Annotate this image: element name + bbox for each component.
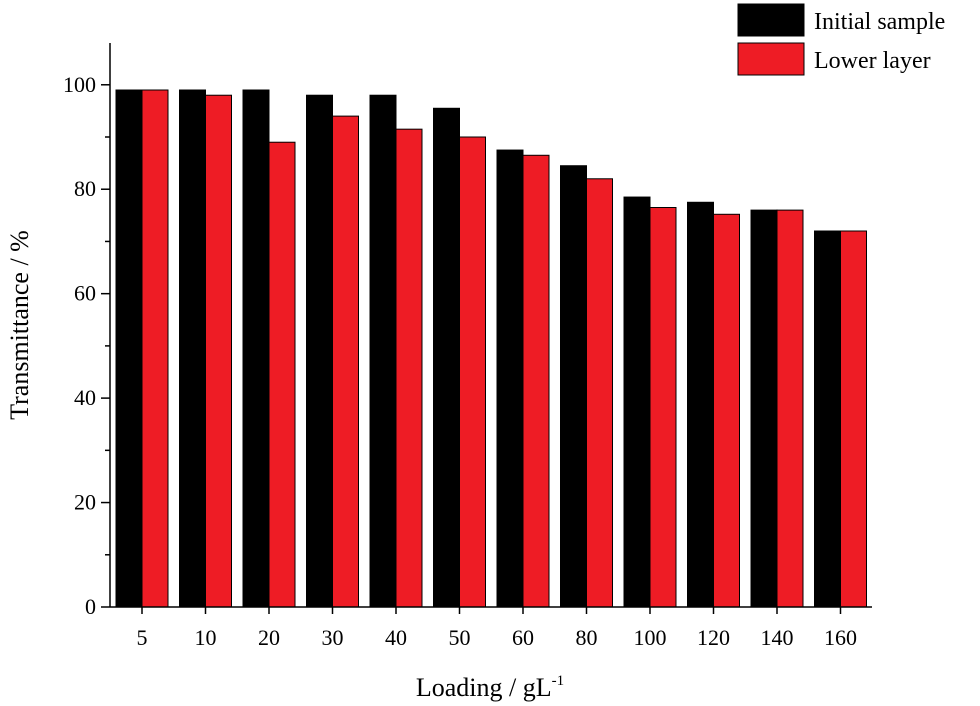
y-tick-label-40: 40 xyxy=(74,385,96,410)
y-axis-title: Transmittance / % xyxy=(5,230,34,420)
bar-lower-layer-10 xyxy=(205,94,232,608)
bar-initial-sample-160 xyxy=(814,230,841,608)
bar-initial-sample-20 xyxy=(242,89,270,608)
bar-initial-sample-120 xyxy=(687,201,714,608)
bar-lower-layer-50 xyxy=(459,136,486,608)
x-tick-label-160: 160 xyxy=(824,625,857,650)
bar-initial-sample-40 xyxy=(369,94,397,608)
bar-lower-layer-140 xyxy=(776,209,804,608)
legend-label-initial-sample: Initial sample xyxy=(814,9,945,35)
legend-label-lower-layer: Lower layer xyxy=(814,48,931,74)
x-tick-label-10: 10 xyxy=(195,625,217,650)
bar-initial-sample-10 xyxy=(179,89,206,608)
bar-lower-layer-30 xyxy=(332,115,359,608)
x-tick-label-100: 100 xyxy=(634,625,667,650)
bar-lower-layer-5 xyxy=(141,89,169,608)
bar-initial-sample-60 xyxy=(496,149,524,608)
x-tick-label-60: 60 xyxy=(512,625,534,650)
x-tick-label-80: 80 xyxy=(576,625,598,650)
y-tick-label-60: 60 xyxy=(74,281,96,306)
x-tick-label-140: 140 xyxy=(761,625,794,650)
bar-lower-layer-160 xyxy=(840,230,867,608)
y-ticks-group: 0 20 40 60 80 100 xyxy=(63,72,110,619)
y-tick-label-100: 100 xyxy=(63,72,96,97)
x-tick-label-50: 50 xyxy=(449,625,471,650)
x-axis-title: Loading / gL-1 xyxy=(416,673,564,702)
bar-lower-layer-60 xyxy=(522,154,550,608)
y-tick-label-20: 20 xyxy=(74,490,96,515)
y-tick-label-80: 80 xyxy=(74,176,96,201)
bar-lower-layer-100 xyxy=(649,207,677,608)
bar-lower-layer-20 xyxy=(268,141,296,608)
x-ticks-group: 5 10 20 30 40 50 60 80 100 120 140 160 xyxy=(137,607,857,650)
bar-lower-layer-120 xyxy=(713,213,740,608)
bar-initial-sample-5 xyxy=(115,89,143,608)
bar-initial-sample-100 xyxy=(623,196,651,608)
y-tick-label-0: 0 xyxy=(85,594,96,619)
x-tick-label-40: 40 xyxy=(385,625,407,650)
bar-initial-sample-80 xyxy=(560,165,587,608)
bar-initial-sample-30 xyxy=(306,94,333,608)
legend-swatch-lower-layer xyxy=(737,42,805,76)
legend: Initial sample Lower layer xyxy=(737,3,945,76)
x-axis-title-main: Loading / gL xyxy=(416,673,552,702)
bar-lower-layer-80 xyxy=(586,178,613,608)
x-tick-label-20: 20 xyxy=(258,625,280,650)
x-tick-label-5: 5 xyxy=(137,625,148,650)
x-tick-label-30: 30 xyxy=(322,625,344,650)
bar-lower-layer-40 xyxy=(395,128,423,608)
bar-initial-sample-50 xyxy=(433,107,460,608)
bar-initial-sample-140 xyxy=(750,209,778,608)
legend-swatch-initial-sample xyxy=(737,3,805,37)
x-tick-label-120: 120 xyxy=(697,625,730,650)
bars-group xyxy=(115,89,867,608)
x-axis-title-superscript: -1 xyxy=(552,673,565,689)
